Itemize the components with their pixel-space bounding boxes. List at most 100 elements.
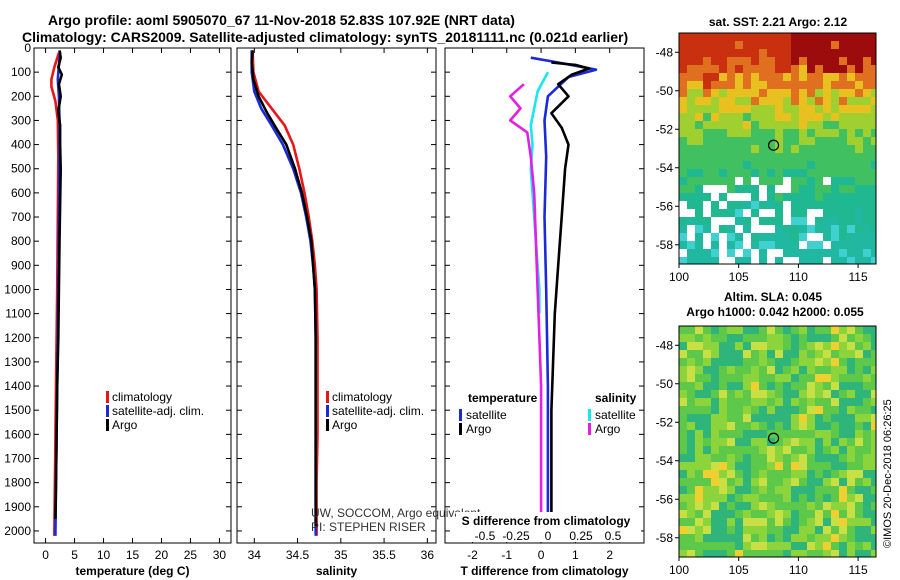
map-cell [687, 422, 695, 430]
map-cell [791, 534, 799, 542]
map-cell [775, 366, 783, 374]
map-cell [727, 161, 735, 169]
map-cell [855, 350, 863, 358]
map-cell [799, 510, 807, 518]
map-cell [791, 518, 799, 526]
map-cell [743, 446, 751, 454]
map-cell [759, 462, 767, 470]
map-cell [751, 169, 759, 177]
map-cell [871, 49, 876, 57]
map-cell [855, 534, 863, 542]
map-cell [759, 41, 767, 49]
map-cell [791, 49, 799, 57]
map-cell [871, 241, 876, 249]
difference-panel: -2 -1 0 1 2T difference from climatologytemp… [444, 47, 645, 578]
map-cell [855, 478, 863, 486]
map-cell [799, 105, 807, 113]
map-cell [727, 65, 735, 73]
map-cell [727, 406, 735, 414]
imos-timestamp: ©IMOS 20-Dec-2018 06:26:25 [882, 399, 894, 548]
map-cell [823, 169, 831, 177]
map-cell [831, 406, 839, 414]
map-cell [855, 462, 863, 470]
map-cell [847, 113, 855, 121]
map-cell [791, 334, 799, 342]
map-cell [767, 478, 775, 486]
map-cell [831, 438, 839, 446]
map-cell [775, 233, 783, 241]
map-cell [719, 137, 727, 145]
map-cell [703, 542, 711, 550]
map-cell [871, 121, 876, 129]
map-cell [783, 358, 791, 366]
map-cell [783, 65, 791, 73]
map-cell [855, 358, 863, 366]
x-tick-label: 35 [334, 548, 348, 562]
map-cell [799, 358, 807, 366]
map-cell [783, 33, 791, 41]
map-cell [743, 454, 751, 462]
map-cell [815, 33, 823, 41]
map-cell [695, 478, 703, 486]
map-cell [839, 121, 847, 129]
map-cell [695, 137, 703, 145]
map-cell [679, 446, 687, 454]
legend-swatch [106, 419, 109, 431]
map-cell [751, 121, 759, 129]
map-cell [703, 201, 711, 209]
map-cell [815, 406, 823, 414]
map-cell [823, 97, 831, 105]
map-cell [751, 430, 759, 438]
map-cell [807, 414, 815, 422]
map-cell [815, 129, 823, 137]
map-cell [759, 145, 767, 153]
map-cell [711, 462, 719, 470]
map-cell [815, 390, 823, 398]
map-cell [863, 185, 871, 193]
map-cell [719, 49, 727, 57]
map-cell [695, 121, 703, 129]
map-cell [735, 510, 743, 518]
map-cell [807, 73, 815, 81]
map-cell [839, 510, 847, 518]
map-cell [823, 129, 831, 137]
map-cell [839, 137, 847, 145]
map-cell [735, 185, 743, 193]
map-cell [767, 129, 775, 137]
map-cell [831, 486, 839, 494]
map-cell [863, 350, 871, 358]
map-cell [863, 217, 871, 225]
map-cell [751, 342, 759, 350]
map-cell [855, 153, 863, 161]
map-cell [799, 177, 807, 185]
map-cell [831, 81, 839, 89]
map-cell [743, 382, 751, 390]
map-cell [839, 169, 847, 177]
map-cell [679, 185, 687, 193]
map-cell [767, 366, 775, 374]
map-cell [807, 57, 815, 65]
map-cell [735, 470, 743, 478]
map-cell [871, 89, 876, 97]
map-cell [751, 233, 759, 241]
map-cell [871, 406, 876, 414]
map-cell [743, 65, 751, 73]
map-cell [767, 65, 775, 73]
plot-frame [444, 47, 645, 544]
map-cell [831, 542, 839, 550]
map-cell [783, 470, 791, 478]
y-tick-label: 1700 [4, 451, 31, 465]
map-cell [679, 486, 687, 494]
map-cell [847, 518, 855, 526]
map-cell [687, 33, 695, 41]
map-cell [679, 542, 687, 550]
map-cell [847, 406, 855, 414]
map-cell [831, 382, 839, 390]
map-cell [863, 470, 871, 478]
map-cell [759, 542, 767, 550]
map-cell [687, 217, 695, 225]
map-cell [823, 185, 831, 193]
map-cell [687, 350, 695, 358]
legend-label: satellite [595, 408, 636, 422]
